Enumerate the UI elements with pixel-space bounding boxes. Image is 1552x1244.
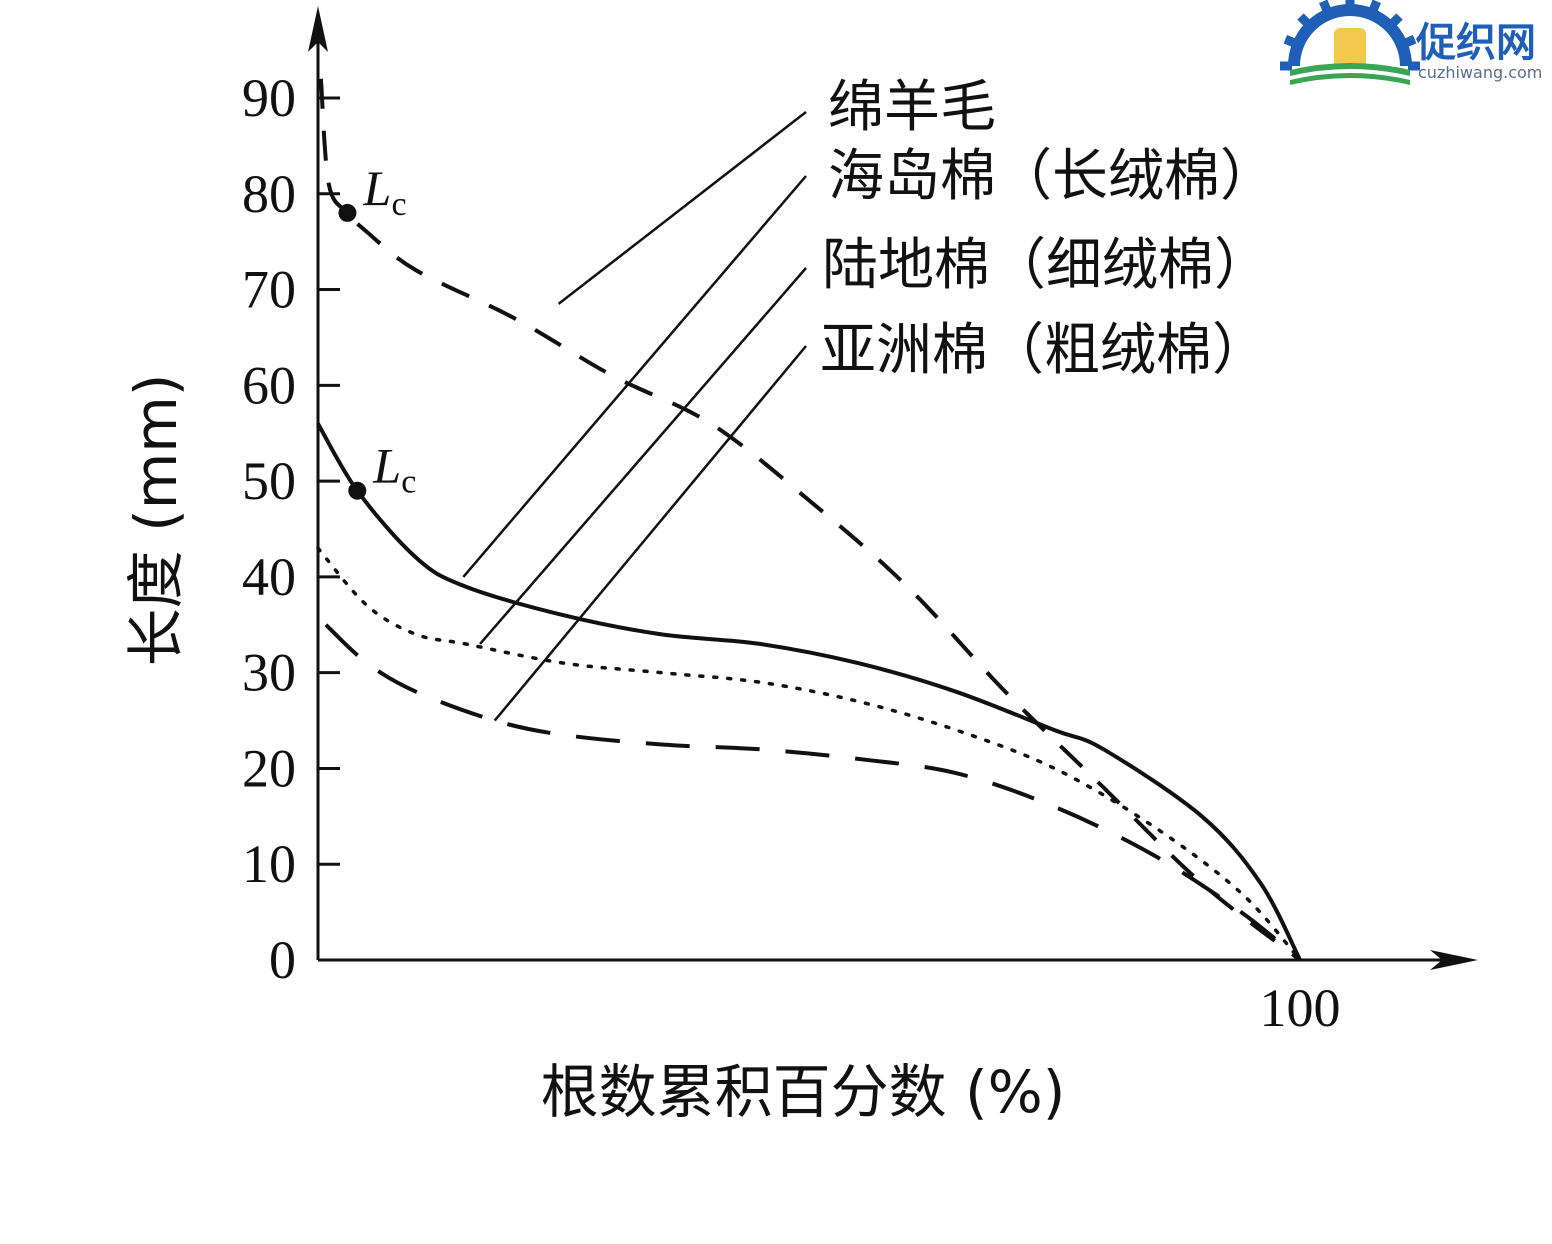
legend-entry-label: 绵羊毛 [828, 75, 996, 140]
y-tick-label: 90 [242, 68, 296, 128]
y-tick-label: 30 [242, 643, 296, 703]
lc-subscript: c [401, 464, 416, 501]
legend-leader-line [479, 267, 807, 645]
y-tick-label: 40 [242, 547, 296, 607]
legend-entry-label: 海岛棉（长绒棉） [828, 144, 1276, 209]
y-tick-label: 80 [242, 164, 296, 224]
gear-arc [1288, 4, 1412, 67]
gear-tooth [1368, 0, 1381, 15]
spool-icon [1334, 28, 1366, 68]
series-line-3 [324, 623, 1302, 962]
y-tick-label: 10 [242, 834, 296, 894]
series-line-0 [318, 78, 1302, 962]
gear-tooth [1319, 0, 1332, 15]
axes: 0 10 20 30 40 50 60 70 80 90 100 根数累积百分数 (%) 长度 (mm) [122, 6, 1478, 1126]
watermark-name: 促织网 [1415, 20, 1536, 66]
gear-tooth [1387, 13, 1403, 29]
legend-entry-label: 亚洲棉（粗绒棉） [820, 318, 1268, 383]
book-stripe-icon [1290, 63, 1410, 76]
y-axis-title: 长度 (mm) [122, 374, 190, 667]
gear-tooth [1283, 35, 1299, 48]
y-tick-label: 70 [242, 260, 296, 320]
lc-label: L [372, 438, 401, 494]
lc-subscript: c [391, 186, 406, 223]
lc-label: L [362, 160, 391, 216]
y-tick-label: 20 [242, 738, 296, 798]
watermark-domain: cuzhiwang.com [1418, 63, 1542, 82]
book-stripe-icon [1290, 73, 1410, 85]
series-group [316, 78, 1302, 962]
y-axis-arrow-icon [308, 6, 328, 52]
x-axis-title: 根数累积百分数 (%) [541, 1058, 1066, 1126]
y-tick-label: 0 [269, 930, 296, 990]
legend-leader-line [493, 345, 807, 722]
legend-leader-line [557, 111, 807, 305]
y-tick-label: 60 [242, 355, 296, 415]
gear-icon [1280, 0, 1420, 71]
x-axis-arrow-icon [1430, 950, 1478, 970]
gear-tooth [1297, 13, 1313, 29]
legend-entry-label: 陆地棉（细绒棉） [822, 233, 1270, 298]
legend-leader-line [462, 175, 807, 578]
y-tick-label: 50 [242, 451, 296, 511]
x-tick-label: 100 [1260, 978, 1341, 1038]
lc-marker-dot [338, 203, 357, 222]
gear-tooth [1401, 35, 1417, 48]
series-line-1 [316, 422, 1302, 961]
lc-marker-dot [348, 481, 367, 500]
